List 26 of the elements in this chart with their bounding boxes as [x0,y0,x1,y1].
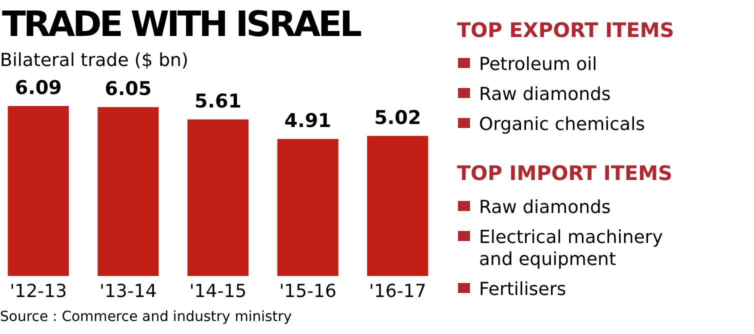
data-label: 6.05 [104,78,152,100]
data-label: 6.09 [14,77,62,99]
category-label: Electrical machinery and equipment [479,227,664,270]
text: TOP EXPORT ITEMS [457,18,674,42]
bar [277,138,338,276]
x-tick-label: '16-17 [369,281,426,302]
x-tick-label: '13-14 [100,281,157,302]
category-label: Raw diamonds [479,197,611,218]
x-tick-label: '12-13 [10,281,67,302]
bar [98,107,159,276]
text: TOP IMPORT ITEMS [457,161,672,185]
category-label: Raw diamonds [479,84,611,105]
chart-subtitle: Bilateral trade ($ bn) [0,50,188,71]
bar [8,106,69,276]
x-tick-label: '14-15 [189,281,247,302]
chart-title: TRADE WITH ISRAEL [2,5,362,45]
category-label: Petroleum oil [479,54,598,75]
bar [187,119,249,276]
data-label: 4.91 [284,110,332,132]
category-label: Fertilisers [479,279,566,300]
data-label: 5.02 [374,106,422,129]
category-label: Organic chemicals [479,114,645,135]
data-label: 5.61 [194,90,242,112]
x-tick-label: '15-16 [279,281,336,302]
source-note: Source : Commerce and industry ministry [0,309,292,325]
bar [367,136,428,276]
